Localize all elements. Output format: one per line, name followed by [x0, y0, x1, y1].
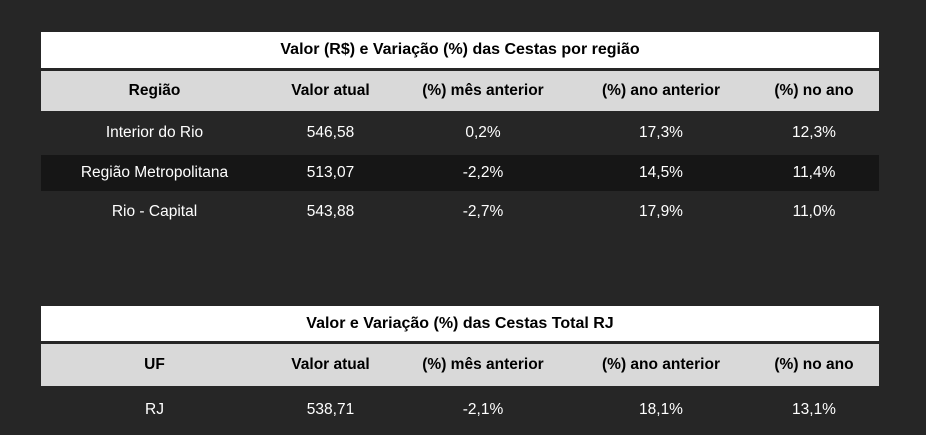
cell-prev-month: -2,1% [462, 401, 504, 418]
cell-current-value: 546,58 [306, 124, 355, 141]
cell-prev-month: 0,2% [465, 124, 501, 141]
header-prev-year: (%) ano anterior [602, 82, 720, 99]
cell-region: Região Metropolitana [80, 164, 229, 181]
cell-year-to-date: 13,1% [792, 401, 836, 418]
region-table-header: Região Valor atual (%) mês anterior (%) … [41, 71, 879, 111]
total-table-title: Valor e Variação (%) das Cestas Total RJ [41, 306, 879, 344]
region-table: Valor (R$) e Variação (%) das Cestas por… [41, 32, 879, 232]
header-prev-year: (%) ano anterior [602, 356, 720, 373]
cell-current-value: 538,71 [306, 401, 355, 418]
region-table-title: Valor (R$) e Variação (%) das Cestas por… [41, 32, 879, 71]
cell-prev-year: 17,9% [639, 202, 683, 220]
header-region: Região [128, 82, 181, 99]
cell-region: Interior do Rio [105, 124, 204, 141]
cell-prev-year: 14,5% [639, 164, 683, 181]
total-table: Valor e Variação (%) das Cestas Total RJ… [41, 306, 879, 434]
cell-current-value: 513,07 [306, 164, 355, 181]
table-row: Interior do Rio 546,58 0,2% 17,3% 12,3% [41, 111, 879, 155]
table-row: Região Metropolitana 513,07 -2,2% 14,5% … [41, 155, 879, 191]
total-table-header: UF Valor atual (%) mês anterior (%) ano … [41, 344, 879, 386]
header-year-to-date: (%) no ano [774, 356, 854, 373]
cell-year-to-date: 11,4% [792, 164, 836, 181]
cell-uf: RJ [145, 401, 164, 418]
cell-region: Rio - Capital [111, 202, 198, 220]
cell-current-value: 543,88 [306, 202, 355, 220]
cell-year-to-date: 11,0% [792, 202, 836, 220]
cell-prev-month: -2,7% [462, 202, 504, 220]
table-row: Rio - Capital 543,88 -2,7% 17,9% 11,0% [41, 191, 879, 232]
header-prev-month: (%) mês anterior [422, 82, 544, 99]
header-current-value: Valor atual [291, 82, 370, 99]
table-row: RJ 538,71 -2,1% 18,1% 13,1% [41, 386, 879, 434]
header-year-to-date: (%) no ano [774, 82, 854, 99]
cell-prev-month: -2,2% [462, 164, 504, 181]
cell-prev-year: 17,3% [639, 124, 683, 141]
header-uf: UF [144, 356, 165, 373]
cell-year-to-date: 12,3% [792, 124, 836, 141]
header-current-value: Valor atual [291, 356, 370, 373]
cell-prev-year: 18,1% [639, 401, 683, 418]
header-prev-month: (%) mês anterior [422, 356, 544, 373]
